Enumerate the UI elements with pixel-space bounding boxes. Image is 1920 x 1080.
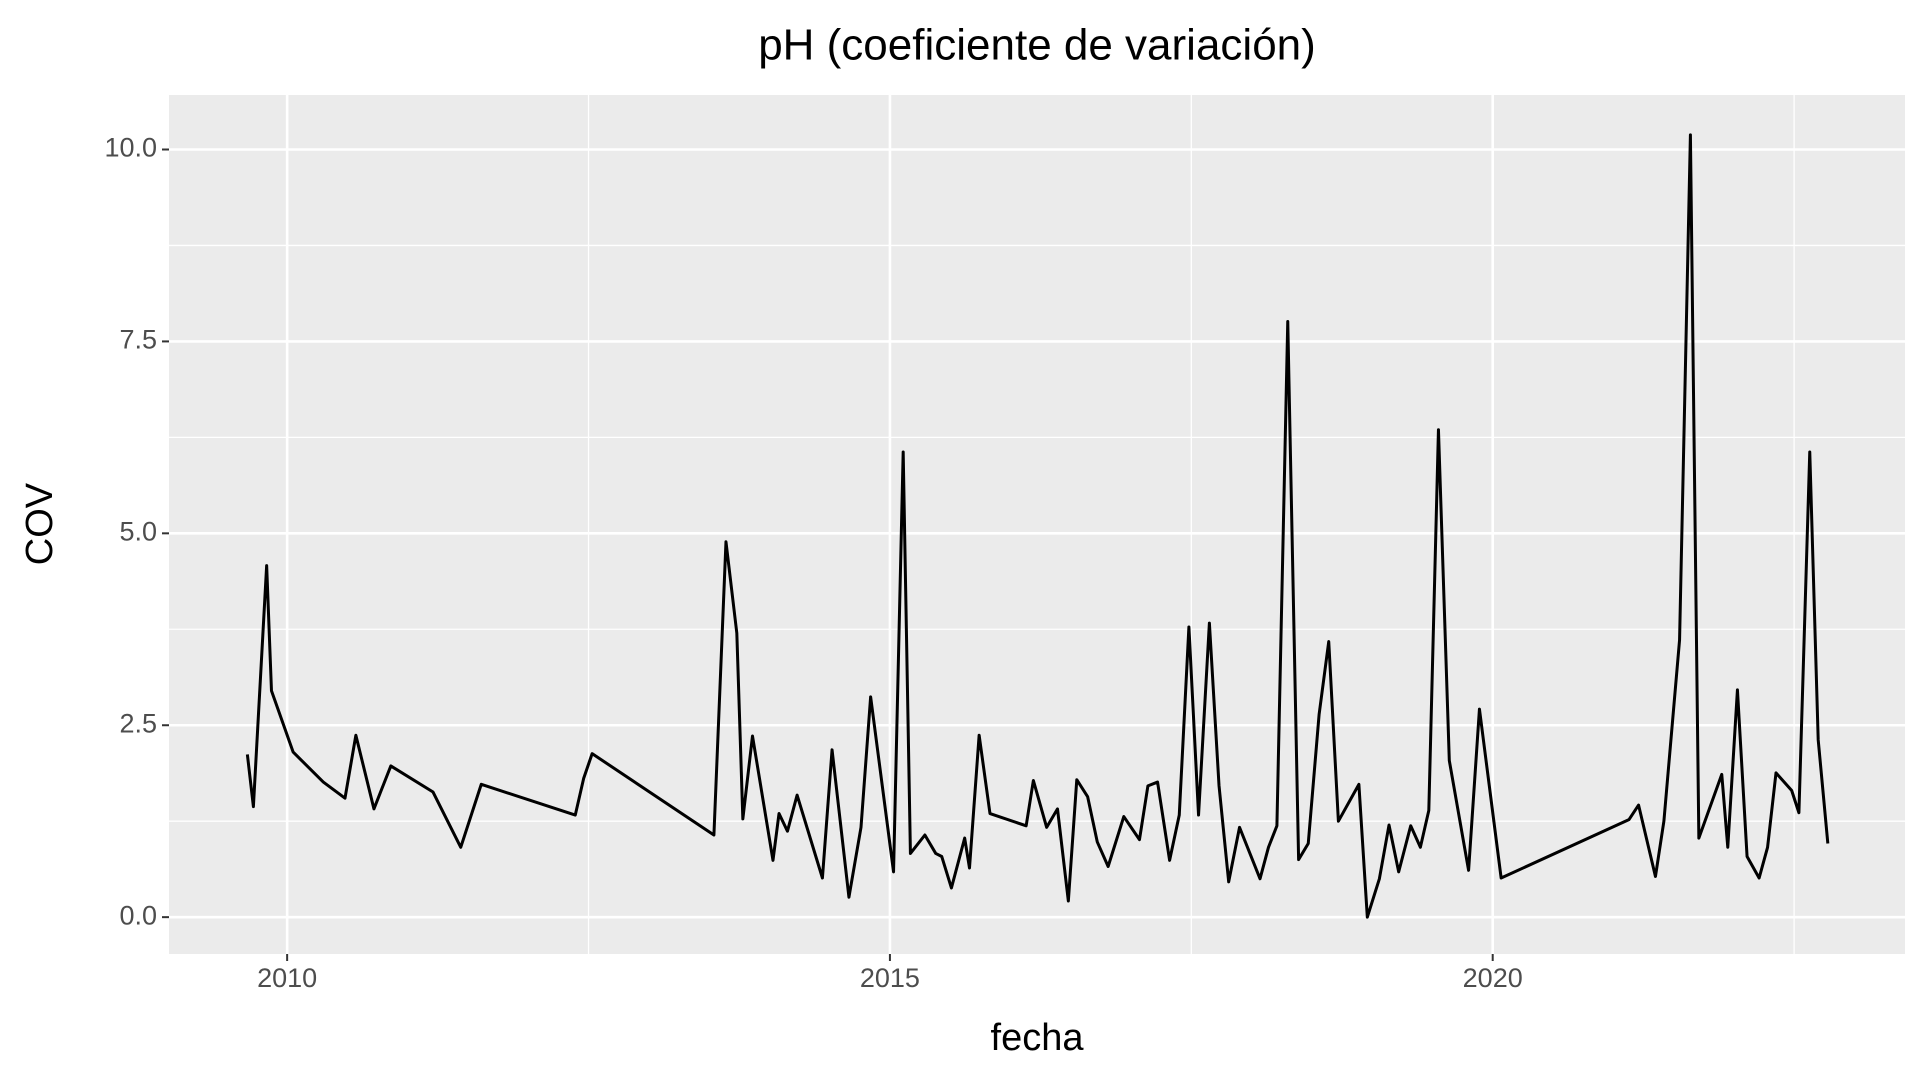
plot-panel [169,95,1905,954]
y-tick-label: 0.0 [119,900,157,930]
y-axis-title: COV [19,482,61,565]
x-tick-label: 2015 [860,963,920,993]
data-line [245,133,1830,919]
y-tick-label: 7.5 [119,325,157,355]
chart-title: pH (coeficiente de variación) [758,21,1316,70]
y-tick-label: 10.0 [104,133,157,163]
x-tick-label: 2020 [1463,963,1523,993]
x-axis-title: fecha [991,1017,1085,1059]
x-tick-label: 2010 [257,963,317,993]
y-tick-label: 5.0 [119,516,157,546]
y-tick-label: 2.5 [119,708,157,738]
